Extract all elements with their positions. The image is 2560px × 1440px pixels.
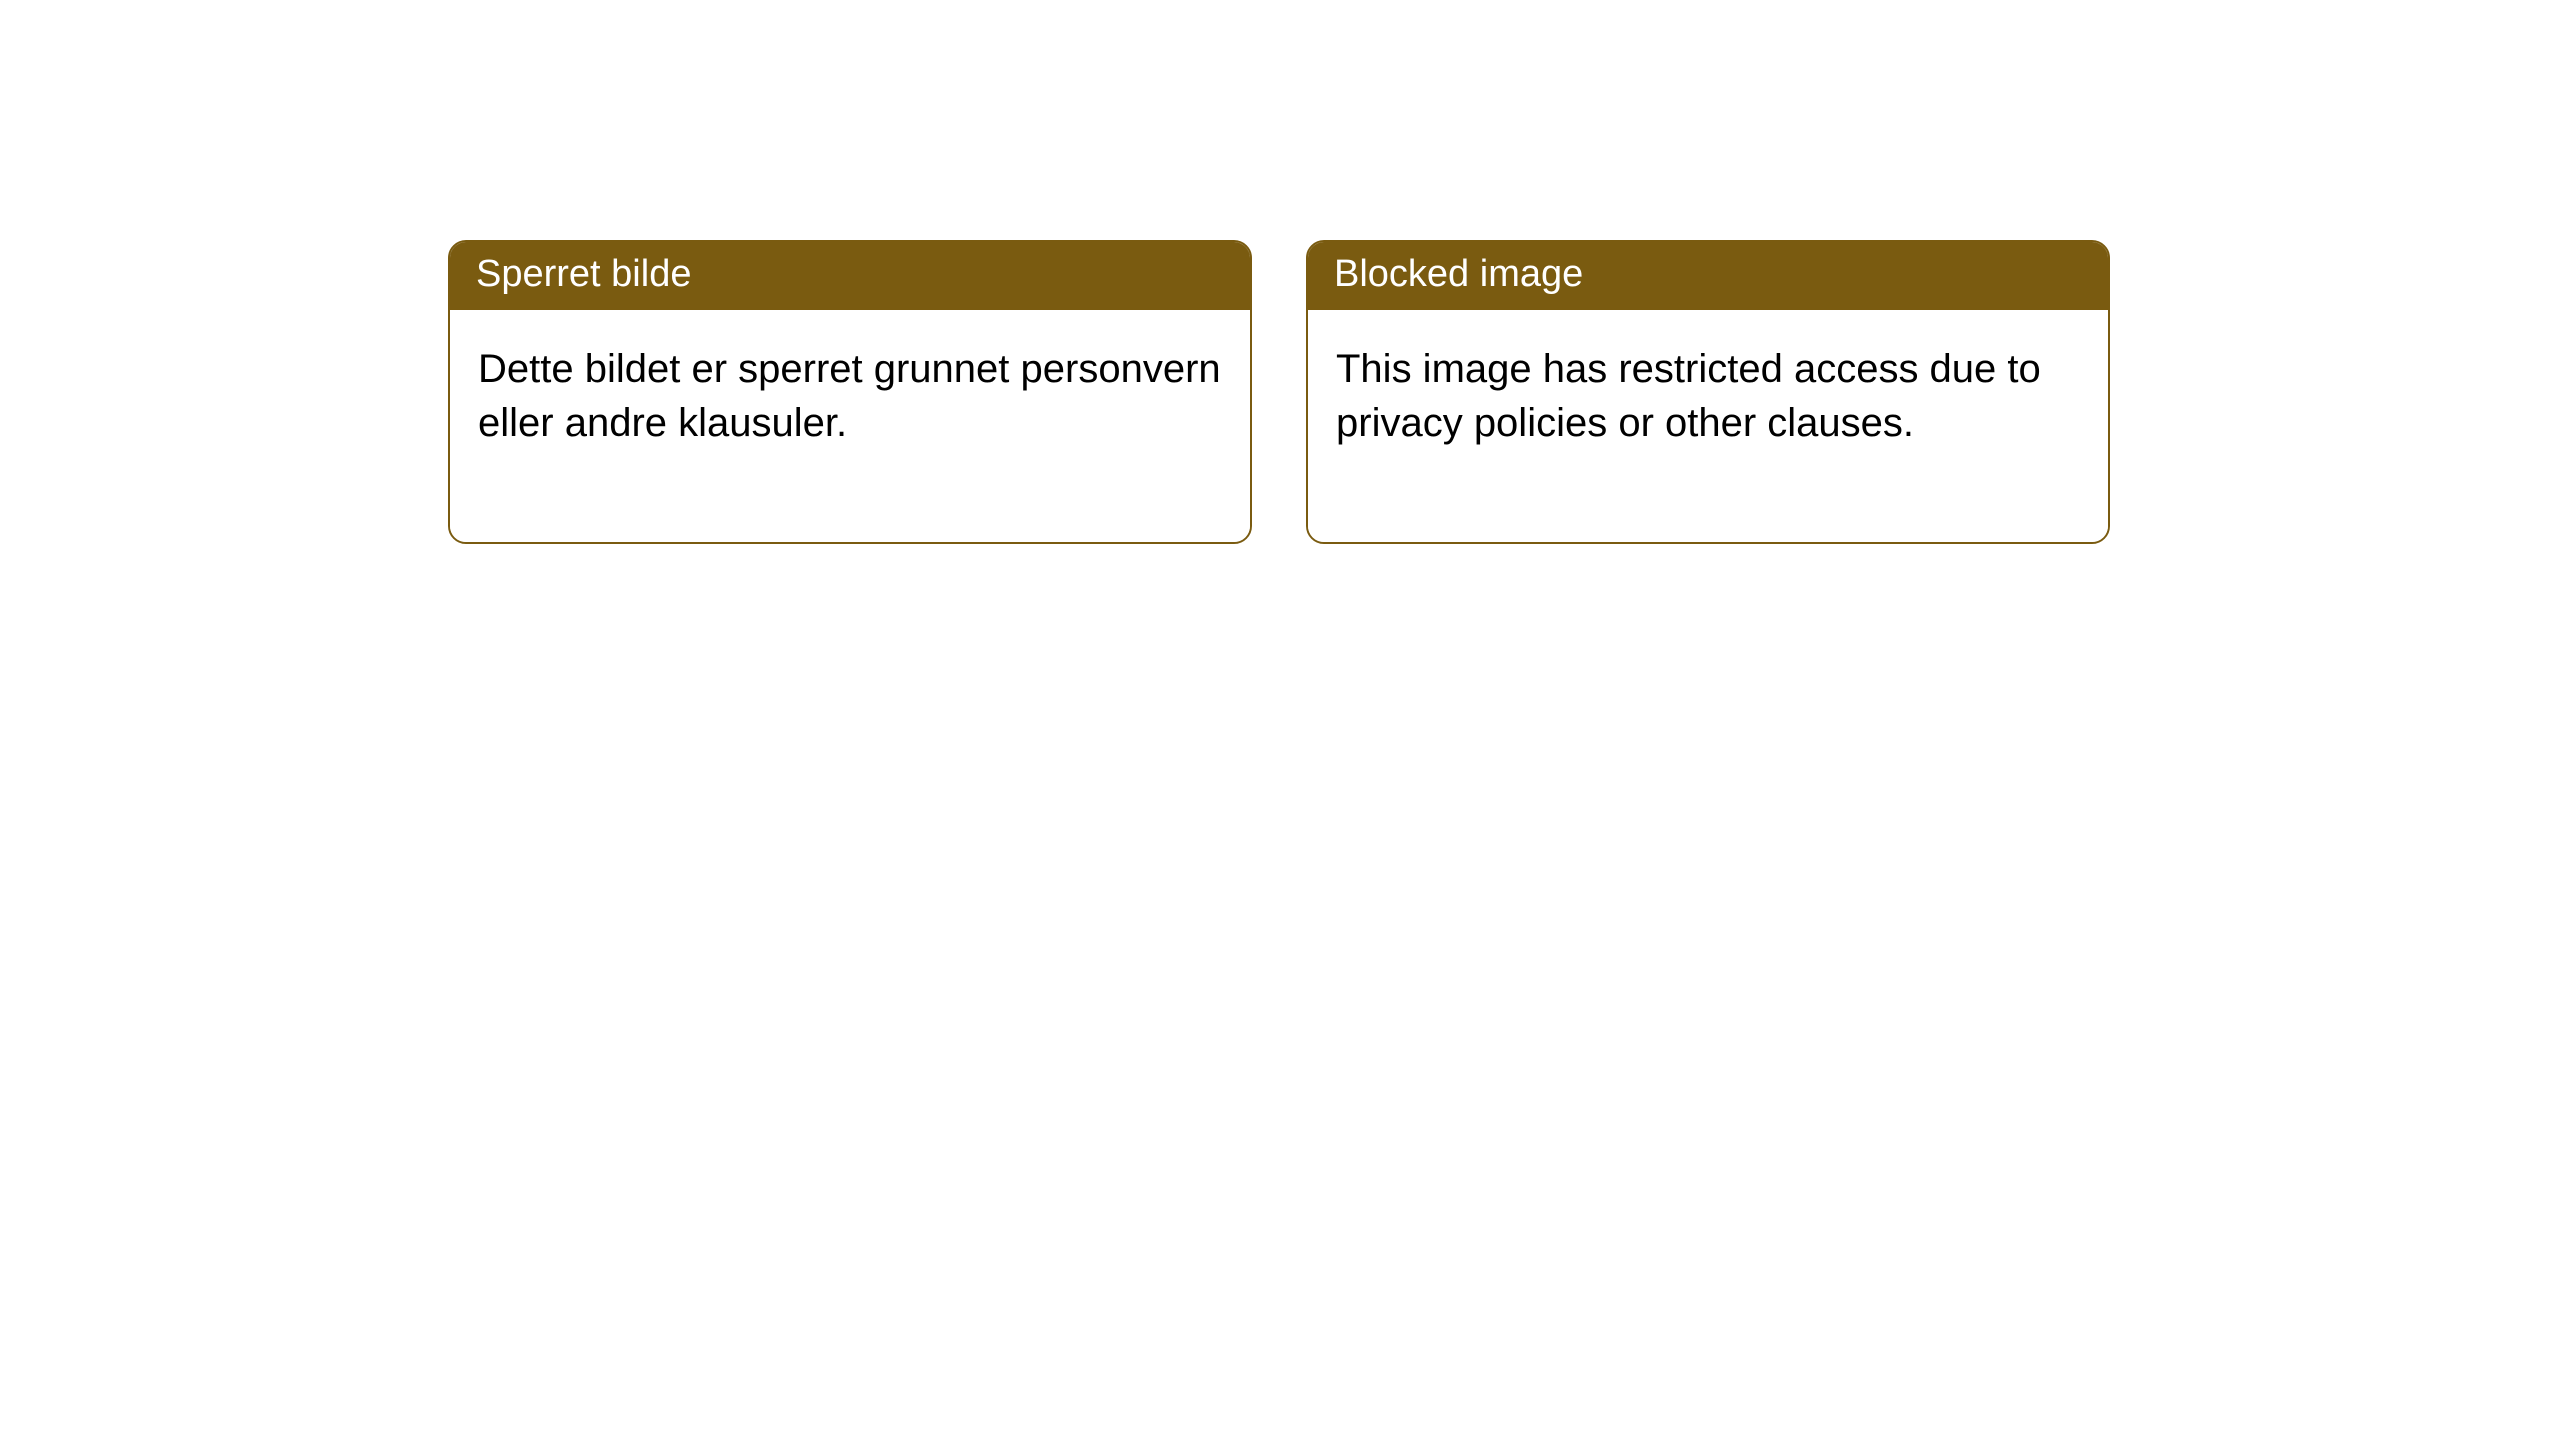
notice-card-norwegian: Sperret bilde Dette bildet er sperret gr… <box>448 240 1252 544</box>
notice-body-english: This image has restricted access due to … <box>1308 310 2108 542</box>
notice-card-english: Blocked image This image has restricted … <box>1306 240 2110 544</box>
notice-header-english: Blocked image <box>1308 242 2108 310</box>
notice-header-norwegian: Sperret bilde <box>450 242 1250 310</box>
blocked-image-notice-container: Sperret bilde Dette bildet er sperret gr… <box>0 0 2560 544</box>
notice-body-norwegian: Dette bildet er sperret grunnet personve… <box>450 310 1250 542</box>
